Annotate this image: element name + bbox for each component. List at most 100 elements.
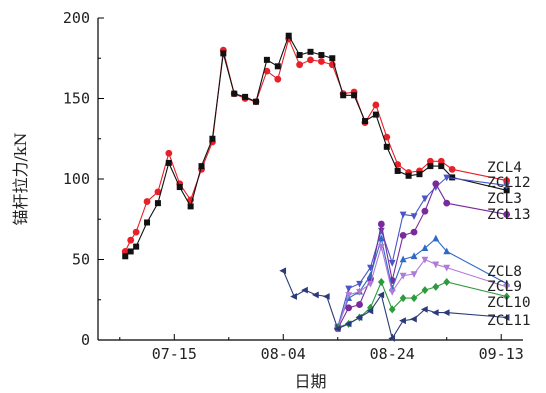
- data-point: [427, 163, 434, 170]
- data-point: [442, 309, 450, 317]
- data-point: [285, 32, 292, 39]
- series-label-zcl8: ZCL8: [487, 264, 522, 280]
- data-point: [426, 157, 434, 165]
- series-label-zcl13: ZCL13: [487, 207, 531, 223]
- data-point: [242, 93, 249, 100]
- data-point: [421, 244, 429, 252]
- y-tick-label: 50: [72, 251, 90, 269]
- data-point: [366, 307, 374, 315]
- data-point: [133, 243, 140, 250]
- data-point: [420, 306, 428, 313]
- data-point: [209, 135, 216, 142]
- data-point: [443, 199, 451, 207]
- data-point: [144, 219, 151, 226]
- data-point: [231, 90, 238, 97]
- data-point: [274, 75, 282, 83]
- data-point: [432, 180, 440, 188]
- data-point: [356, 288, 363, 296]
- data-point: [154, 188, 162, 196]
- y-tick-label: 200: [63, 9, 90, 27]
- series-line: [124, 34, 507, 257]
- series-zcl12: [122, 32, 510, 260]
- data-point: [279, 267, 287, 275]
- data-point: [263, 56, 270, 63]
- x-tick-label: 07-15: [152, 345, 197, 363]
- data-point: [399, 317, 406, 325]
- data-point: [503, 211, 511, 218]
- data-point: [121, 248, 129, 255]
- x-tick-label: 09-13: [479, 345, 524, 363]
- data-point: [345, 292, 353, 299]
- series-label-zcl12: ZCL12: [487, 175, 531, 191]
- data-point: [377, 234, 385, 242]
- data-point: [431, 309, 439, 317]
- data-point: [443, 247, 451, 255]
- y-tick-label: 150: [63, 90, 90, 108]
- y-tick-label: 0: [81, 331, 90, 349]
- data-point: [345, 285, 353, 293]
- data-point: [405, 172, 412, 179]
- data-point: [503, 292, 511, 301]
- series-zcl13: [334, 180, 511, 333]
- series-label-zcl11: ZCL11: [487, 313, 531, 329]
- data-point: [253, 98, 260, 105]
- data-point: [143, 198, 151, 205]
- data-point: [410, 271, 418, 278]
- data-point: [263, 67, 271, 75]
- data-point: [410, 315, 417, 323]
- data-point: [394, 167, 401, 174]
- data-point: [361, 118, 368, 125]
- data-point: [154, 200, 161, 207]
- data-point: [437, 157, 445, 165]
- data-point: [502, 314, 510, 321]
- series-zcl11: [279, 267, 510, 342]
- data-point: [122, 253, 129, 260]
- data-point: [165, 149, 173, 157]
- data-point: [322, 293, 330, 300]
- data-point: [377, 227, 385, 235]
- series-line: [124, 37, 507, 252]
- data-point: [301, 286, 308, 294]
- data-point: [503, 187, 510, 194]
- series-line: [337, 244, 507, 329]
- data-point: [443, 264, 451, 272]
- data-point: [176, 184, 183, 191]
- data-point: [317, 58, 325, 65]
- data-point: [388, 259, 396, 267]
- data-point: [220, 50, 227, 57]
- data-point: [443, 174, 451, 182]
- data-point: [388, 334, 396, 342]
- data-point: [372, 101, 380, 109]
- data-point: [307, 48, 314, 55]
- data-point: [443, 278, 451, 287]
- data-point: [383, 143, 390, 150]
- series-line: [337, 176, 507, 328]
- series-line: [337, 182, 507, 329]
- data-point: [421, 207, 429, 215]
- data-point: [351, 92, 358, 99]
- data-point: [340, 92, 347, 99]
- series-label-zcl3: ZCL3: [487, 191, 522, 207]
- data-point: [438, 163, 445, 170]
- data-point: [449, 174, 456, 181]
- series-label-zcl4: ZCL4: [487, 160, 522, 176]
- data-point: [132, 228, 140, 236]
- data-point: [377, 278, 385, 287]
- data-point: [399, 272, 407, 280]
- data-point: [388, 305, 396, 314]
- data-point: [367, 280, 374, 288]
- data-point: [503, 177, 511, 185]
- data-point: [318, 52, 325, 59]
- data-point: [344, 320, 352, 328]
- data-point: [296, 61, 304, 69]
- data-point: [448, 165, 456, 173]
- data-point: [421, 256, 429, 264]
- data-point: [372, 111, 379, 118]
- data-point: [329, 55, 336, 62]
- data-point: [410, 228, 418, 236]
- x-axis-title: 日期: [294, 372, 326, 391]
- data-point: [377, 220, 385, 228]
- data-point: [311, 291, 319, 299]
- data-point: [367, 264, 374, 272]
- series-label-zcl10: ZCL10: [487, 295, 531, 311]
